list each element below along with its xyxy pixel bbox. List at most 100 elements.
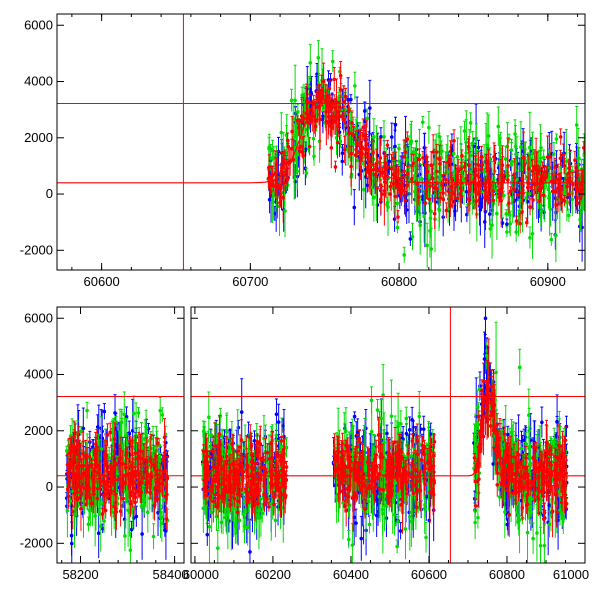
- bottom-right-green-point: [424, 521, 428, 553]
- top-green-point: [382, 120, 386, 153]
- top-red-point: [456, 159, 461, 183]
- top-green-point: [488, 219, 493, 238]
- top-reference-lines: [57, 14, 585, 270]
- top-red-point: [286, 140, 291, 152]
- bottom-right-green-point: [201, 483, 206, 533]
- top-green-point: [514, 136, 519, 172]
- top-green-point: [420, 115, 425, 128]
- top-red-point: [558, 128, 563, 145]
- top-red-point: [385, 139, 390, 150]
- bottom-left-red-point: [114, 492, 119, 531]
- top-red-point: [432, 197, 437, 230]
- x-tick-label: 60200: [255, 567, 291, 582]
- bottom-left-green-point: [160, 504, 164, 542]
- top-red-point: [447, 179, 451, 205]
- top-red-point: [385, 154, 390, 180]
- top-blue-point: [304, 141, 308, 157]
- top-red-point: [400, 176, 405, 195]
- top-green-point: [316, 40, 321, 75]
- top-red-point: [488, 177, 492, 193]
- y-tick-label: 6000: [24, 310, 53, 325]
- top-red-point: [347, 108, 351, 159]
- fit-curve: [57, 97, 585, 184]
- top-red-point: [558, 149, 563, 167]
- top-red-point: [508, 186, 513, 196]
- y-tick-label: -2000: [20, 242, 53, 257]
- top-plot-frame: [56, 13, 586, 271]
- bottom-left-red-point: [133, 435, 138, 471]
- top-red-point: [530, 159, 535, 183]
- top-green-point: [429, 194, 433, 228]
- bottom-right-blue-point: [421, 415, 426, 443]
- top-red-point: [448, 140, 453, 180]
- top-blue-point: [340, 144, 345, 162]
- top-red-point: [573, 150, 577, 170]
- top-green-point: [304, 167, 309, 178]
- bottom-left-red-point: [71, 492, 75, 530]
- top-red-point: [327, 80, 332, 96]
- bottom-left-red-point: [141, 472, 145, 484]
- y-tick-label: 4000: [24, 367, 53, 382]
- top-red-point: [467, 136, 471, 194]
- top-red-point: [417, 148, 422, 170]
- top-blue-point: [365, 177, 370, 193]
- top-red-point: [402, 163, 406, 179]
- top-red-point: [528, 198, 532, 216]
- top-red-point: [302, 111, 306, 126]
- top-red-point: [524, 217, 529, 228]
- top-red-point: [290, 115, 294, 147]
- bottom-left-red-point: [139, 480, 144, 504]
- top-red-point: [334, 78, 339, 126]
- top-red-point: [411, 154, 416, 172]
- top-red-point: [368, 165, 373, 181]
- top-green-point: [574, 105, 579, 144]
- top-red-point: [571, 171, 575, 197]
- top-green-point: [548, 191, 553, 227]
- top-red-point: [560, 186, 564, 213]
- top-red-point: [321, 62, 326, 100]
- bottom-right-data-points: [200, 307, 569, 563]
- top-green-point: [539, 133, 543, 163]
- bottom-right-green-point: [404, 406, 409, 430]
- bottom-left-red-point: [105, 423, 110, 447]
- bottom-right-green-point: [237, 510, 242, 530]
- top-red-point: [339, 77, 343, 102]
- top-red-point: [336, 114, 341, 137]
- bottom-left-red-point: [88, 488, 92, 508]
- top-green-point: [386, 177, 390, 237]
- top-red-point: [435, 143, 439, 160]
- top-blue-point: [352, 189, 357, 226]
- y-tick-label: 0: [46, 479, 53, 494]
- top-green-point: [397, 143, 401, 153]
- top-red-point: [403, 145, 408, 159]
- top-red-point: [532, 173, 537, 196]
- x-tick-label: 61000: [553, 567, 589, 582]
- bottom-left-red-point: [81, 440, 86, 491]
- bottom-left-red-point: [164, 507, 169, 530]
- top-red-point: [462, 161, 467, 172]
- bottom-left-red-point: [158, 462, 162, 493]
- x-tick-label: 58200: [62, 567, 98, 582]
- top-red-point: [455, 184, 460, 212]
- top-green-point: [496, 106, 501, 146]
- bottom-left-red-point: [163, 460, 167, 482]
- bottom-right-green-point: [403, 498, 408, 560]
- bottom-left-red-point: [75, 482, 80, 516]
- top-green-point: [504, 209, 509, 219]
- bottom-left-green-point: [128, 532, 133, 563]
- top-red-point: [360, 131, 364, 162]
- top-green-point: [395, 221, 400, 234]
- bottom-right-green-point: [477, 376, 482, 402]
- top-green-point: [425, 222, 429, 268]
- bottom-left-green-point: [160, 407, 165, 422]
- top-red-point: [313, 121, 318, 132]
- bottom-right-green-point: [399, 410, 403, 437]
- top-red-point: [497, 191, 501, 203]
- top-red-point: [514, 215, 519, 226]
- top-red-point: [405, 165, 410, 181]
- bottom-right-blue-point: [352, 411, 357, 422]
- y-tick-label: 2000: [24, 423, 53, 438]
- top-red-point: [378, 138, 383, 178]
- top-green-point: [482, 144, 486, 199]
